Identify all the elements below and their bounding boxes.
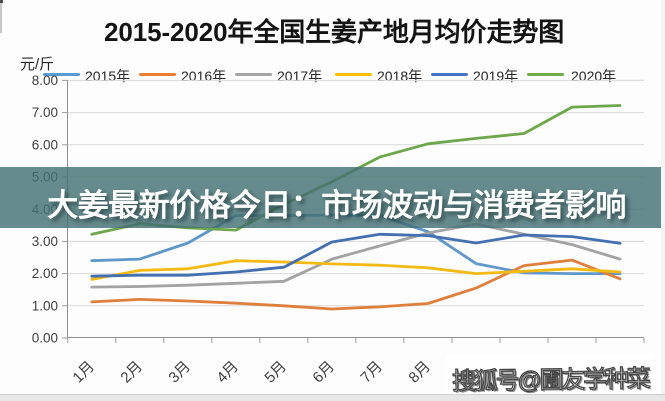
svg-text:0.00: 0.00 — [32, 331, 58, 346]
svg-text:3.00: 3.00 — [32, 234, 58, 249]
svg-text:7.00: 7.00 — [32, 105, 58, 120]
svg-text:6.00: 6.00 — [32, 137, 58, 152]
svg-text:1.00: 1.00 — [32, 298, 58, 313]
svg-text:8.00: 8.00 — [32, 73, 58, 88]
svg-text:2.00: 2.00 — [32, 266, 58, 281]
